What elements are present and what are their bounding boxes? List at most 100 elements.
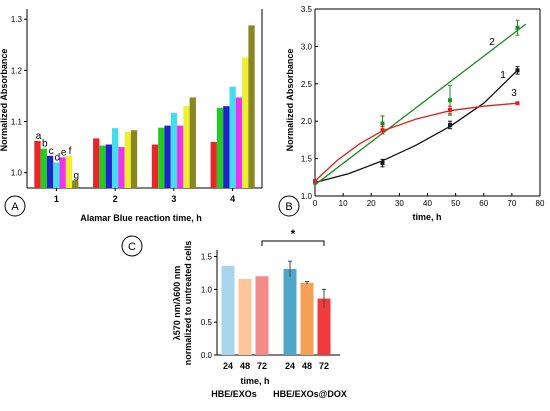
panel-b-y-tick-label: 1.0 xyxy=(301,192,313,201)
significance-bracket xyxy=(261,240,325,246)
panel-b-data-point xyxy=(515,68,520,73)
panel-c-y-tick-label: 1.0 xyxy=(201,285,213,294)
panel-c-bar xyxy=(317,298,331,355)
panel-b-data-point xyxy=(380,121,385,126)
panel-b-data-point xyxy=(448,107,452,112)
panel-c-bar xyxy=(221,265,235,355)
panel-a-x-tick-label: 1 xyxy=(54,194,59,204)
panel-a-bar xyxy=(235,97,243,188)
panel-b-data-point xyxy=(313,179,317,184)
panel-a-bar-label: f xyxy=(69,146,72,157)
panel-b-line-chart: 1.01.52.02.53.03.50 10 20 30 40 50 60 70 80 123 … xyxy=(278,5,545,222)
panel-b-y-tick-label: 3.5 xyxy=(301,5,313,14)
panel-b-data-point xyxy=(515,101,520,106)
panel-a-bar xyxy=(223,106,230,188)
panel-c-bar xyxy=(283,269,297,355)
panel-a-x-tick-label: 3 xyxy=(171,194,176,204)
panel-a-bar xyxy=(229,86,236,188)
panel-a-bar xyxy=(53,162,60,188)
panel-b-fit-line xyxy=(314,102,518,182)
group-label-hbe-exos: HBE/EXOs xyxy=(211,389,257,399)
panel-b-x-tick-label: 0 xyxy=(313,199,318,208)
panel-a-bar xyxy=(164,125,171,188)
panel-a-bar xyxy=(189,97,196,188)
panel-c-x-label: time, h xyxy=(240,376,269,386)
panel-b-y-tick-label: 1.5 xyxy=(301,155,313,164)
panel-a-bar xyxy=(118,147,125,188)
panel-b-x-tick-label: 20 xyxy=(367,199,376,208)
panel-b-badge xyxy=(278,195,300,217)
panel-c-bar xyxy=(255,276,269,355)
panel-b-x-tick-label: 30 xyxy=(395,199,404,208)
panel-a-bar-label: g xyxy=(73,170,79,181)
panel-c-y-label-line2: normalized to untreated cells xyxy=(183,241,193,366)
panel-a-bar xyxy=(99,145,106,188)
panel-b-data-point xyxy=(380,128,385,133)
panel-c-x-tick-label: 72 xyxy=(257,361,267,371)
panel-a-bar xyxy=(158,127,165,188)
panel-a-y-label: Normalized Absorbance xyxy=(0,49,9,152)
panel-c-y-tick-label: 0.5 xyxy=(201,318,213,327)
panel-a-bar xyxy=(46,155,54,188)
panel-a-bar xyxy=(72,180,79,188)
panel-b-letter: B xyxy=(285,201,292,213)
panel-c-badge xyxy=(121,235,143,257)
panel-a-bar xyxy=(65,155,73,188)
panel-b-x-tick-label: 70 xyxy=(507,199,516,208)
panel-a-bar xyxy=(183,106,190,188)
panel-c-bar xyxy=(300,282,314,355)
panel-b-fit-line xyxy=(314,69,518,184)
panel-c-y-tick-label: 0.0 xyxy=(201,351,213,360)
panel-b-data-point xyxy=(380,161,385,166)
panel-a-bar-label: e xyxy=(61,147,67,158)
panel-a-bar-label: c xyxy=(49,146,54,157)
panel-a-bar-label: a xyxy=(36,131,42,142)
panel-b-y-tick-label: 2.0 xyxy=(301,117,313,126)
panel-a-x-label: Alamar Blue reaction time, h xyxy=(80,213,202,223)
panel-a-bar xyxy=(242,57,249,189)
panel-a-bar xyxy=(130,130,138,188)
panel-a-bar xyxy=(111,128,119,188)
panel-c-bar xyxy=(238,278,252,355)
panel-b-curve-label: 2 xyxy=(489,37,495,48)
panel-a-bar xyxy=(216,107,224,188)
panel-a-x-tick-label: 2 xyxy=(113,194,118,204)
panel-a-bar xyxy=(170,112,178,188)
panel-c-x-tick-label: 48 xyxy=(240,361,250,371)
panel-a-bar xyxy=(105,144,112,188)
panel-a-bar xyxy=(124,131,131,188)
panel-a-bar xyxy=(177,125,184,188)
panel-a-letter: A xyxy=(11,201,19,213)
panel-b-y-tick-label: 3.0 xyxy=(301,42,313,51)
panel-b-x-tick-label: 80 xyxy=(536,199,545,208)
panel-a-bar-label: b xyxy=(42,139,48,150)
panel-c-bar-chart: 0.0 0.5 1.0 1.5 24 48 72 24 48 72 * λ570 nm/λ600… xyxy=(121,227,347,399)
panel-a-y-tick-label: 1.1 xyxy=(11,118,23,127)
panel-c-y-tick-label: 1.5 xyxy=(201,253,213,262)
panel-b-x-tick-label: 10 xyxy=(339,199,348,208)
panel-a-y-tick-label: 1.3 xyxy=(11,15,23,24)
panel-a-bar xyxy=(93,138,100,188)
panel-b-x-label: time, h xyxy=(412,212,441,222)
panel-c-y-label-line1: λ570 nm/λ600 nm xyxy=(172,266,182,341)
panel-a-badge xyxy=(4,195,26,217)
panel-b-y-tick-label: 2.5 xyxy=(301,80,313,89)
panel-a-x-tick-label: 4 xyxy=(230,194,235,204)
significance-star: * xyxy=(291,227,296,241)
panel-c-x-tick-label: 48 xyxy=(302,361,312,371)
panel-b-data-point xyxy=(515,25,520,30)
panel-a-bar xyxy=(59,157,66,188)
panel-b-y-label: Normalized Absorbance xyxy=(285,49,295,152)
panel-b-x-tick-label: 40 xyxy=(423,199,432,208)
panel-c-x-tick-label: 24 xyxy=(285,361,295,371)
panel-a-bar xyxy=(151,144,159,188)
panel-b-curve-label: 3 xyxy=(511,88,517,99)
panel-c-x-tick-label: 72 xyxy=(319,361,329,371)
panel-b-fit-line xyxy=(314,23,527,186)
panel-b-curve-label: 1 xyxy=(500,70,506,81)
panel-a-bar-label: d xyxy=(55,152,61,163)
panel-b-data-point xyxy=(448,122,452,127)
panel-a-bar xyxy=(248,25,255,188)
panel-b-x-tick-label: 60 xyxy=(479,199,488,208)
